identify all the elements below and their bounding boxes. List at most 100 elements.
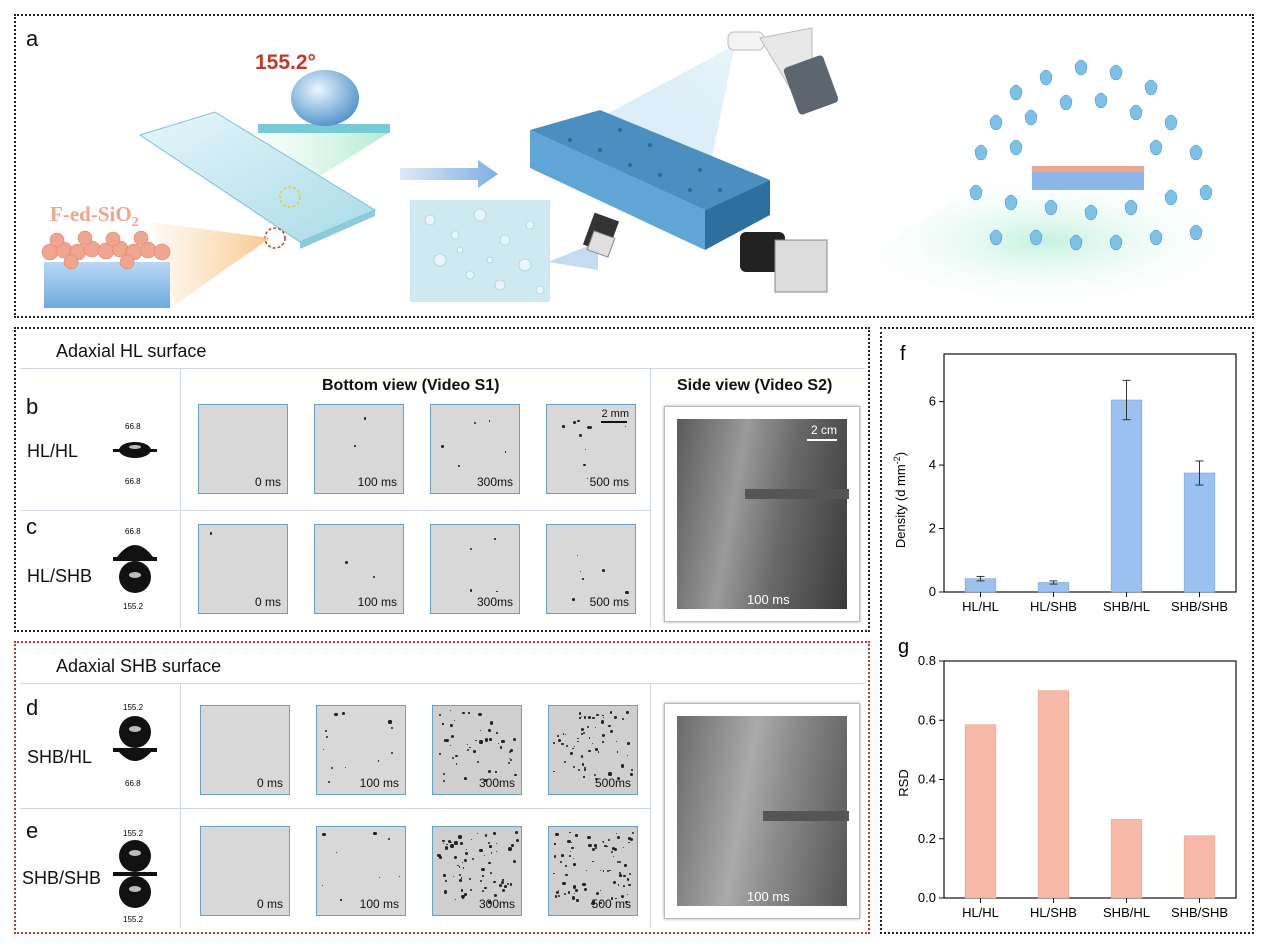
- droplet-dot: [555, 833, 559, 837]
- droplet-dot: [464, 776, 467, 780]
- svg-text:66.8: 66.8: [125, 477, 141, 486]
- bar-shb-shb: [1183, 835, 1216, 899]
- bottom-view-title: Bottom view (Video S1): [322, 377, 500, 394]
- droplet-dot: [443, 780, 446, 783]
- droplet-dot: [555, 890, 560, 895]
- panel-g-letter: g: [898, 636, 909, 658]
- hl-shb-drop-icon: 66.8 155.2: [113, 527, 157, 611]
- chart-f-ylabel: Density (d mm-2): [892, 452, 908, 548]
- side-view-bc: 2 cm 100 ms: [664, 406, 860, 622]
- bar-hl-shb: [1037, 690, 1070, 899]
- droplet-dot: [501, 888, 505, 892]
- droplet-dot: [455, 762, 458, 765]
- droplet-dot: [583, 463, 586, 467]
- droplet-dot: [470, 548, 473, 551]
- droplet-dot: [439, 714, 441, 717]
- frame-time: 500 ms: [589, 475, 629, 489]
- droplet-dot: [507, 761, 510, 765]
- droplet-dot: [488, 729, 491, 733]
- frame-d-3: 500ms: [548, 705, 638, 795]
- droplet-dot: [479, 730, 481, 732]
- droplet-dot: [591, 743, 593, 744]
- droplet-dot: [606, 845, 608, 848]
- droplet-dot: [611, 850, 614, 853]
- droplet-dot: [439, 753, 442, 755]
- droplet-dot: [388, 720, 392, 724]
- droplet-dot: [475, 739, 477, 742]
- droplet-dot: [467, 748, 470, 751]
- svg-text:155.2: 155.2: [123, 703, 144, 712]
- scale-bar-side: 2 cm: [810, 423, 837, 437]
- side-view-de: 100 ms: [664, 703, 860, 919]
- droplet-dot: [466, 743, 468, 745]
- droplet-dot: [445, 739, 449, 743]
- camera-small: [548, 212, 620, 270]
- droplet-dot: [553, 855, 557, 858]
- droplet-dot: [616, 832, 618, 834]
- droplet-dot: [588, 749, 591, 752]
- frame-time: 500 ms: [589, 595, 629, 609]
- panel-bc-frame: [14, 327, 870, 632]
- droplet-dot: [557, 894, 561, 898]
- droplet-dot: [508, 750, 511, 753]
- droplet-dot: [322, 748, 324, 750]
- droplet-dot: [495, 842, 497, 844]
- droplet-dot: [510, 749, 514, 753]
- droplet-dot: [342, 711, 346, 715]
- droplet-dot: [600, 720, 604, 724]
- droplet-dot: [390, 726, 394, 730]
- droplet-dot: [441, 444, 444, 448]
- droplet-dot: [334, 712, 338, 716]
- camera-cone: [830, 170, 1260, 312]
- droplet-dot: [575, 834, 578, 837]
- droplet-dot: [469, 878, 472, 881]
- frame-time: 100 ms: [357, 475, 397, 489]
- frame-time: 500ms: [594, 776, 631, 790]
- droplet-dot: [602, 717, 604, 719]
- droplet-dot: [443, 890, 448, 894]
- droplet-dot: [628, 841, 630, 844]
- droplet-dot: [592, 860, 594, 862]
- droplet-dot: [580, 755, 584, 758]
- droplet-dot: [576, 554, 578, 556]
- droplet-dot: [495, 771, 497, 773]
- droplet-dot: [457, 865, 459, 867]
- panel-f-letter: f: [900, 343, 906, 365]
- droplet-dot: [444, 846, 449, 850]
- droplet-dot: [472, 858, 475, 861]
- droplet-dot: [588, 737, 590, 739]
- side-view-title: Side view (Video S2): [677, 377, 833, 394]
- droplet-dot: [450, 841, 452, 844]
- droplet-dot: [453, 855, 457, 859]
- droplet-dot: [571, 847, 574, 850]
- droplet-dot: [461, 861, 464, 864]
- frame-d-1: 100 ms: [316, 705, 406, 795]
- droplet-dot: [465, 852, 468, 855]
- side-time-label: 100 ms: [747, 592, 790, 607]
- droplet-dot: [515, 831, 519, 835]
- frame-time: 0 ms: [256, 776, 283, 790]
- droplet-dot: [568, 854, 571, 857]
- droplet-dot: [625, 426, 627, 428]
- droplet-dot: [509, 758, 512, 762]
- droplet-dot: [613, 881, 617, 885]
- process-arrow: [400, 160, 498, 188]
- droplet-dot: [344, 766, 347, 769]
- panel-fg-frame: [880, 327, 1254, 934]
- droplet-dot: [484, 738, 489, 742]
- droplet-dot: [626, 742, 630, 746]
- frame-b-0: 0 ms: [198, 404, 288, 494]
- droplet-dot: [513, 860, 517, 864]
- droplet-dot: [594, 727, 596, 729]
- droplet-dot: [469, 746, 471, 749]
- droplet-dot: [628, 837, 631, 841]
- droplet-dot: [553, 770, 555, 772]
- panel-a-illustration: [41, 27, 1260, 312]
- droplet-dot: [628, 883, 631, 886]
- frame-c-0: 0 ms: [198, 524, 288, 614]
- frame-c-3: 500 ms: [546, 524, 636, 614]
- droplet-dot: [461, 894, 465, 898]
- droplet-dot: [497, 742, 499, 744]
- droplet-dot: [558, 738, 562, 742]
- panel-a-frame: [14, 14, 1254, 318]
